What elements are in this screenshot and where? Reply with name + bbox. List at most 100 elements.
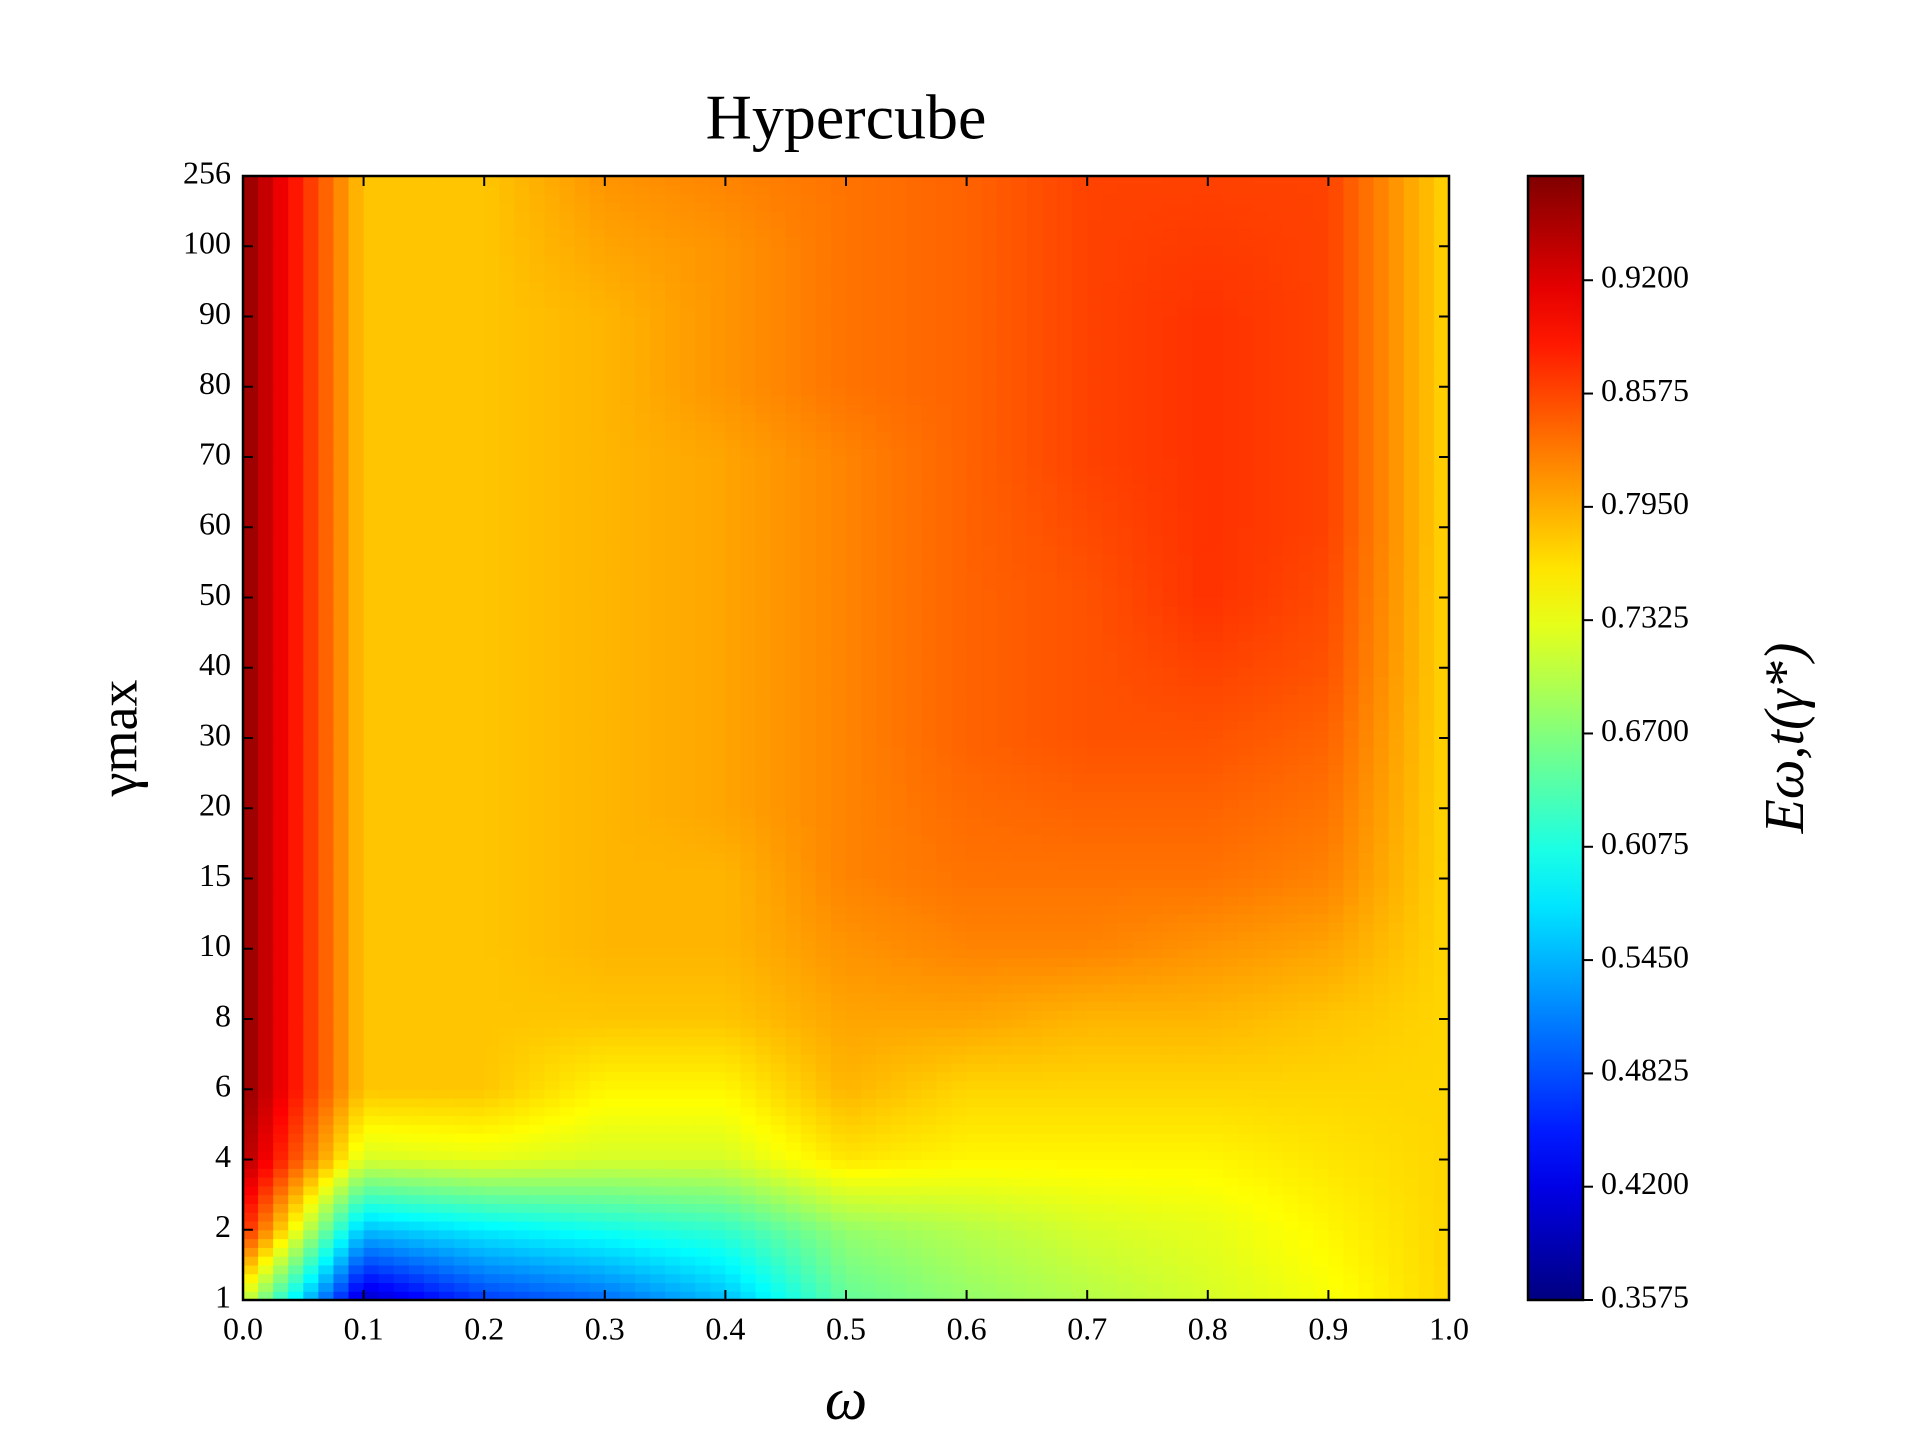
heatmap-cell bbox=[469, 1141, 485, 1152]
heatmap-cell bbox=[725, 755, 742, 765]
heatmap-cell bbox=[619, 1141, 636, 1152]
heatmap-cell bbox=[1343, 1106, 1360, 1117]
heatmap-cell bbox=[1207, 966, 1224, 976]
heatmap-cell bbox=[318, 992, 335, 1003]
heatmap-cell bbox=[333, 1168, 350, 1178]
heatmap-cell bbox=[1373, 834, 1390, 844]
heatmap-cell bbox=[861, 1133, 877, 1143]
heatmap-cell bbox=[499, 852, 515, 862]
heatmap-cell bbox=[1237, 1247, 1254, 1257]
heatmap-cell bbox=[243, 1247, 259, 1257]
heatmap-cell bbox=[695, 746, 711, 757]
heatmap-cell bbox=[258, 764, 274, 774]
heatmap-cell bbox=[318, 808, 335, 818]
heatmap-cell bbox=[1192, 790, 1209, 801]
heatmap-cell bbox=[634, 939, 651, 950]
heatmap-cell bbox=[529, 1071, 546, 1082]
heatmap-cell bbox=[438, 1247, 455, 1257]
heatmap-cell bbox=[604, 896, 621, 906]
heatmap-cell bbox=[876, 975, 892, 985]
heatmap-cell bbox=[1268, 869, 1284, 880]
heatmap-cell bbox=[695, 1238, 711, 1248]
heatmap-cell bbox=[1177, 1019, 1194, 1029]
heatmap-cell bbox=[438, 1282, 455, 1292]
heatmap-cell bbox=[951, 992, 968, 1003]
heatmap-cell bbox=[438, 799, 455, 809]
heatmap-cell bbox=[846, 975, 862, 985]
heatmap-cell bbox=[273, 913, 289, 924]
heatmap-cell bbox=[1102, 1133, 1118, 1143]
heatmap-cell bbox=[996, 948, 1013, 959]
heatmap-cell bbox=[318, 1177, 335, 1187]
heatmap-cell bbox=[891, 1133, 907, 1143]
heatmap-cell bbox=[1373, 1098, 1390, 1108]
heatmap-cell bbox=[1041, 1247, 1058, 1257]
heatmap-cell bbox=[1373, 1238, 1390, 1248]
heatmap-cell bbox=[1117, 1282, 1134, 1292]
heatmap-cell bbox=[559, 931, 576, 941]
heatmap-cell bbox=[770, 1027, 787, 1038]
heatmap-cell bbox=[423, 738, 440, 748]
heatmap-cell bbox=[469, 1115, 485, 1125]
heatmap-cell bbox=[876, 1027, 892, 1038]
heatmap-cell bbox=[1418, 1080, 1435, 1090]
heatmap-cell bbox=[348, 1045, 365, 1055]
heatmap-cell bbox=[529, 1106, 546, 1117]
heatmap-cell bbox=[1162, 790, 1179, 801]
heatmap-cell bbox=[800, 1054, 817, 1064]
heatmap-cell bbox=[1433, 1036, 1450, 1046]
heatmap-cell bbox=[243, 843, 259, 853]
heatmap-cell bbox=[604, 1194, 621, 1205]
heatmap-cell bbox=[830, 738, 847, 748]
heatmap-cell bbox=[1041, 966, 1058, 976]
heatmap-cell bbox=[650, 1106, 666, 1117]
heatmap-cell bbox=[408, 1124, 425, 1134]
heatmap-cell bbox=[499, 773, 515, 783]
heatmap-cell bbox=[499, 1212, 515, 1222]
heatmap-cell bbox=[318, 887, 335, 897]
heatmap-cell bbox=[1132, 966, 1149, 976]
heatmap-cell bbox=[604, 1062, 621, 1073]
heatmap-cell bbox=[815, 755, 832, 765]
heatmap-cell bbox=[921, 896, 938, 906]
heatmap-cell bbox=[815, 983, 832, 994]
heatmap-cell bbox=[665, 1168, 681, 1178]
heatmap-cell bbox=[876, 1203, 892, 1213]
heatmap-cell bbox=[695, 1027, 711, 1038]
heatmap-cell bbox=[529, 1247, 546, 1257]
heatmap-cell bbox=[348, 992, 365, 1003]
heatmap-cell bbox=[619, 1273, 636, 1284]
heatmap-cell bbox=[755, 1054, 772, 1064]
heatmap-cell bbox=[574, 1115, 591, 1125]
heatmap-cell bbox=[243, 755, 259, 765]
heatmap-cell bbox=[981, 948, 998, 959]
heatmap-cell bbox=[800, 1062, 817, 1073]
heatmap-cell bbox=[273, 1177, 289, 1187]
heatmap-cell bbox=[1207, 1133, 1224, 1143]
heatmap-cell bbox=[695, 948, 711, 959]
heatmap-cell bbox=[1358, 843, 1375, 853]
heatmap-cell bbox=[469, 799, 485, 809]
heatmap-cell bbox=[1072, 1264, 1088, 1275]
heatmap-cell bbox=[755, 1264, 772, 1275]
heatmap-cell bbox=[1132, 817, 1149, 827]
heatmap-cell bbox=[725, 1124, 742, 1134]
heatmap-cell bbox=[1011, 825, 1028, 836]
heatmap-cell bbox=[559, 1045, 576, 1055]
heatmap-cell bbox=[559, 1115, 576, 1125]
heatmap-cell bbox=[604, 975, 621, 985]
heatmap-cell bbox=[650, 799, 666, 809]
heatmap-cell bbox=[1057, 852, 1073, 862]
heatmap-cell bbox=[921, 957, 938, 967]
heatmap-cell bbox=[680, 1229, 696, 1240]
heatmap-cell bbox=[1328, 869, 1345, 880]
heatmap-cell bbox=[695, 1256, 711, 1266]
heatmap-cell bbox=[680, 966, 696, 976]
heatmap-cell bbox=[1072, 1054, 1088, 1064]
heatmap-cell bbox=[740, 773, 757, 783]
heatmap-cell bbox=[770, 948, 787, 959]
heatmap-cell bbox=[333, 1141, 350, 1152]
heatmap-cell bbox=[333, 1045, 350, 1055]
heatmap-cell bbox=[1011, 966, 1028, 976]
heatmap-cell bbox=[996, 878, 1013, 888]
